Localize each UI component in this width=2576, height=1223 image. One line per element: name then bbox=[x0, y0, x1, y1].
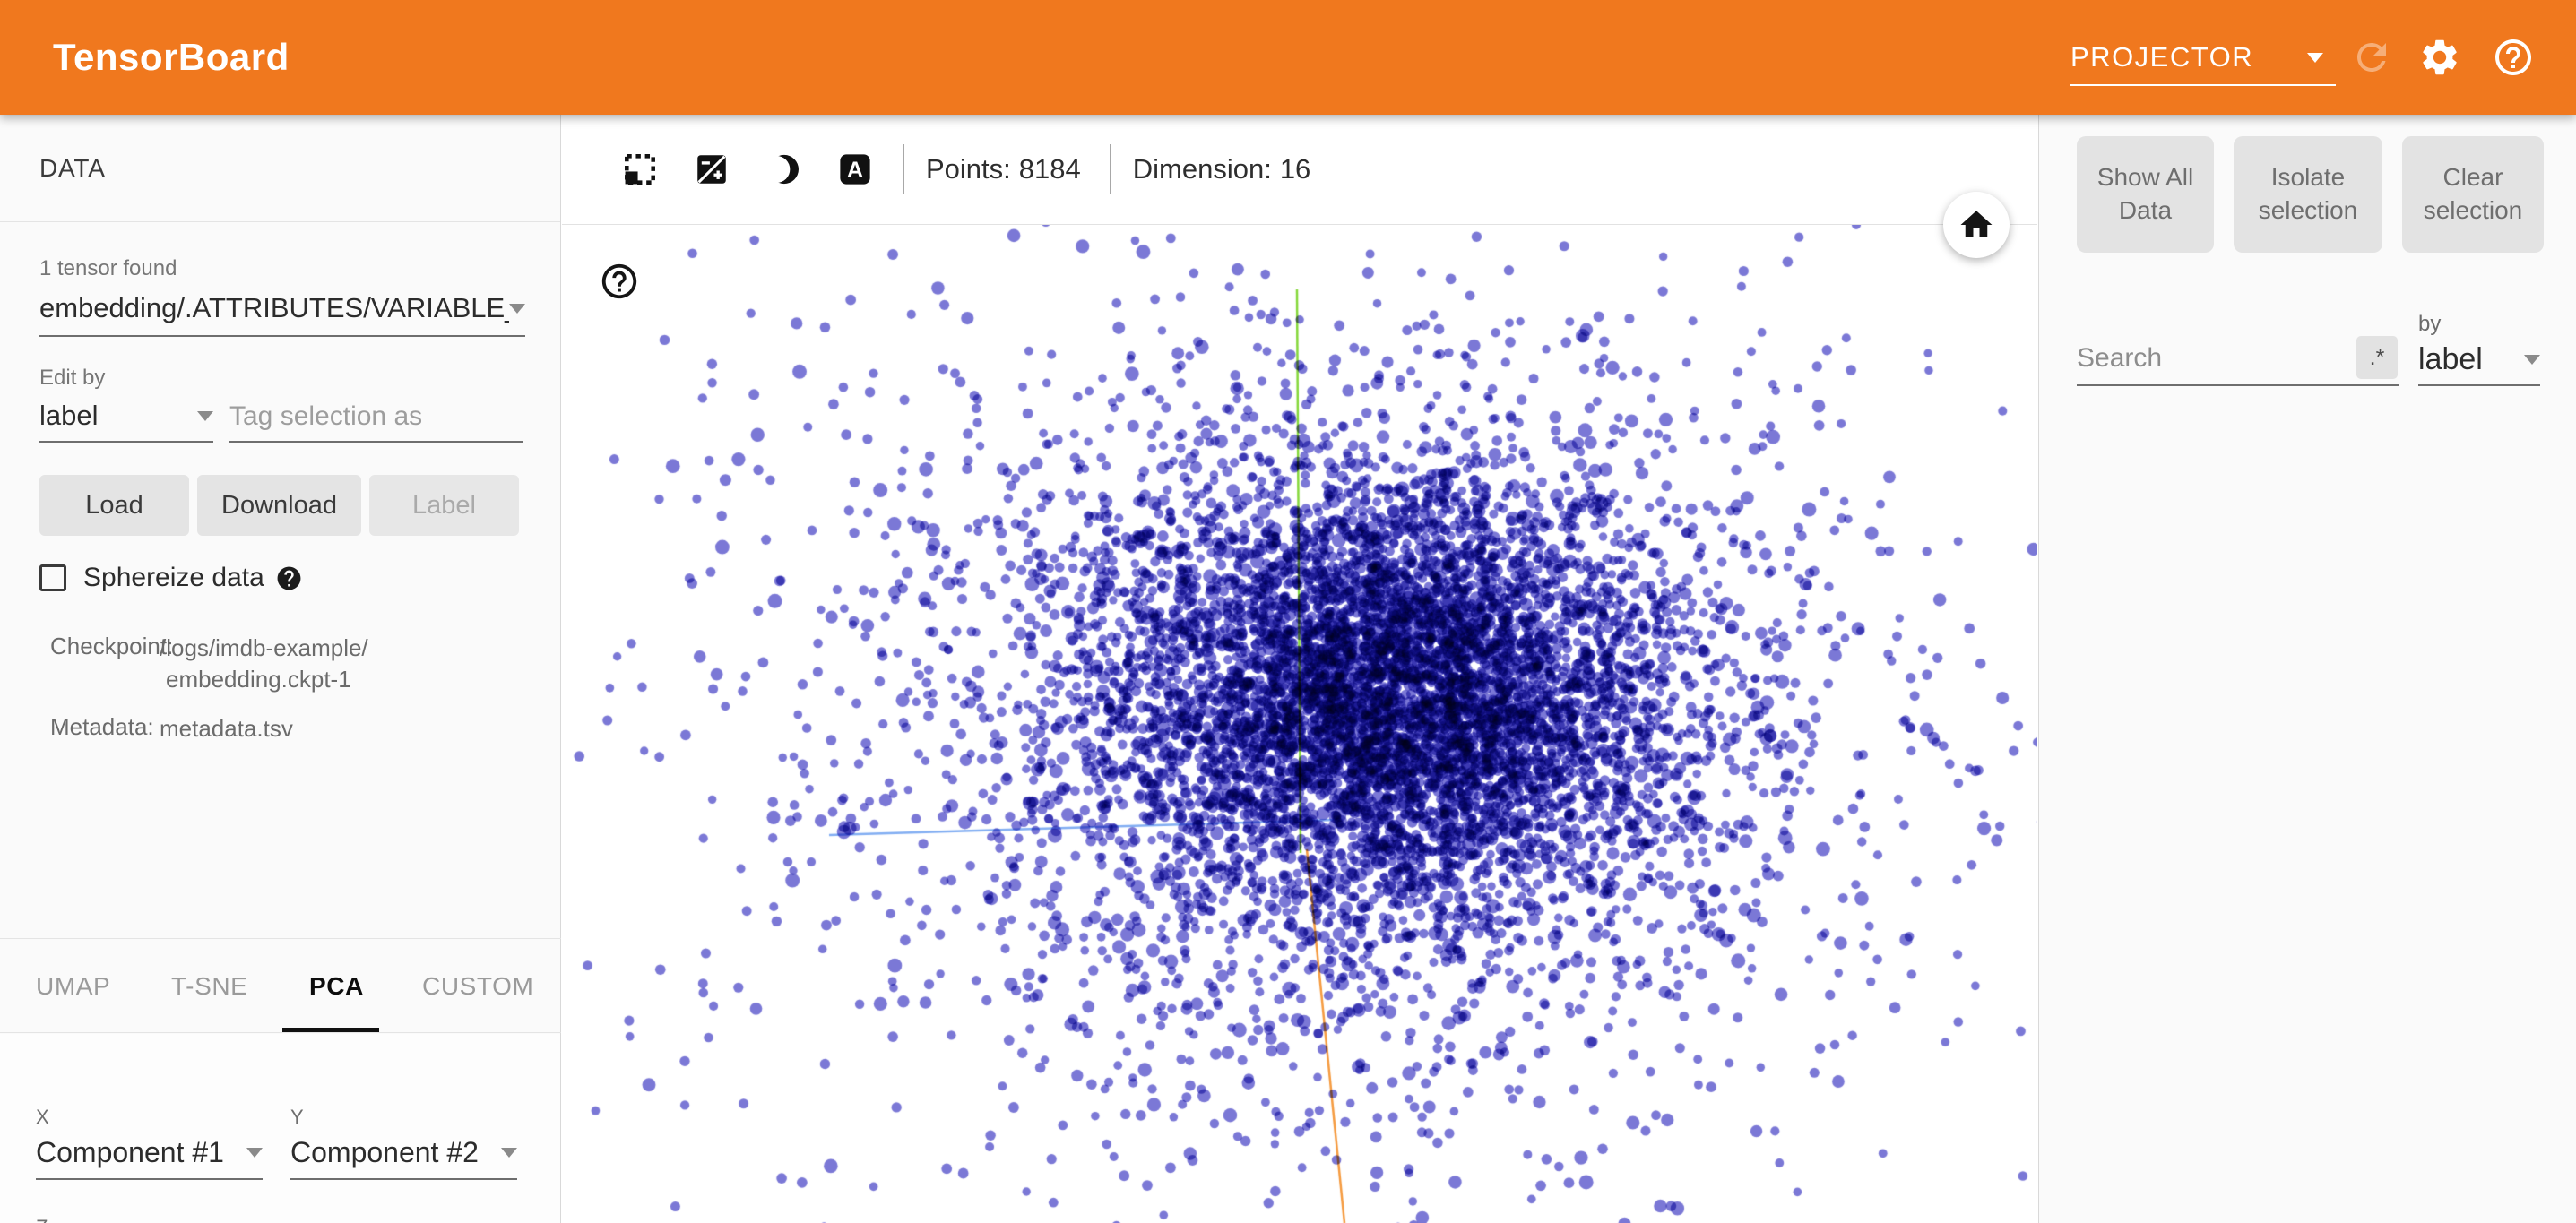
data-panel-title: DATA bbox=[39, 153, 106, 182]
tab-umap[interactable]: UMAP bbox=[36, 939, 110, 1034]
projection-tabs: UMAP T-SNE PCA CUSTOM bbox=[0, 938, 561, 1033]
toolbar-divider bbox=[903, 144, 904, 194]
home-button[interactable] bbox=[1943, 192, 2010, 258]
stage-toolbar: A Points: 8184 Dimension: 16 bbox=[562, 115, 2037, 225]
load-button[interactable]: Load bbox=[39, 475, 189, 536]
label-button[interactable]: Label bbox=[369, 475, 519, 536]
projection-stage bbox=[562, 192, 2037, 1223]
metadata-label: Metadata: bbox=[50, 713, 154, 741]
tensor-count-label: 1 tensor found bbox=[39, 256, 177, 280]
metadata-row: Metadata: metadata.tsv bbox=[39, 713, 521, 745]
download-button[interactable]: Download bbox=[197, 475, 361, 536]
pca-controls: X Component #1 Y Component #2 Z bbox=[0, 1034, 560, 1223]
clear-selection-button[interactable]: Clear selection bbox=[2402, 136, 2544, 253]
app-header: TensorBoard PROJECTOR bbox=[0, 0, 2576, 115]
checkpoint-label: Checkpoint: bbox=[50, 633, 174, 659]
points-stat: Points: 8184 bbox=[926, 153, 1081, 185]
pca-y-label: Y bbox=[290, 1106, 304, 1128]
tab-custom[interactable]: CUSTOM bbox=[422, 939, 533, 1034]
dimension-value: 16 bbox=[1279, 153, 1311, 185]
tab-tsne[interactable]: T-SNE bbox=[171, 939, 247, 1034]
search-field: .* bbox=[2077, 336, 2399, 386]
regex-toggle[interactable]: .* bbox=[2356, 336, 2398, 379]
pca-y-value: Component #2 bbox=[290, 1136, 479, 1168]
tensor-select-value: embedding/.ATTRIBUTES/VARIABLE_ bbox=[39, 292, 509, 323]
night-mode-icon[interactable] bbox=[763, 151, 802, 188]
chevron-down-icon bbox=[509, 303, 525, 314]
help-icon[interactable] bbox=[2492, 36, 2535, 79]
sphereize-help-icon[interactable] bbox=[275, 564, 303, 592]
checkpoint-row: Checkpoint: /logs/imdb-example/ embeddin… bbox=[39, 633, 521, 695]
edit-by-select[interactable]: label bbox=[39, 400, 213, 443]
tag-selection-input[interactable] bbox=[229, 401, 523, 443]
pca-x-label: X bbox=[36, 1106, 49, 1128]
data-panel-header: DATA bbox=[0, 115, 560, 222]
settings-gear-icon[interactable] bbox=[2418, 36, 2461, 79]
exposure-icon[interactable] bbox=[693, 151, 730, 188]
data-panel: DATA 1 tensor found embedding/.ATTRIBUTE… bbox=[0, 115, 561, 1223]
search-input[interactable] bbox=[2077, 343, 2346, 384]
pca-x-value: Component #1 bbox=[36, 1136, 224, 1168]
metadata-value: metadata.tsv bbox=[160, 715, 293, 743]
tensor-select[interactable]: embedding/.ATTRIBUTES/VARIABLE_ bbox=[39, 292, 525, 337]
home-icon bbox=[1960, 211, 1993, 237]
edit-by-value: label bbox=[39, 400, 99, 431]
app-title: TensorBoard bbox=[53, 36, 290, 78]
search-by-select[interactable]: label bbox=[2418, 342, 2540, 386]
edit-by-label: Edit by bbox=[39, 366, 106, 390]
dashboard-selector-value: PROJECTOR bbox=[2070, 41, 2254, 73]
search-by-label: by bbox=[2418, 312, 2442, 336]
dashboard-selector[interactable]: PROJECTOR bbox=[2070, 30, 2336, 86]
active-tab-indicator bbox=[282, 1028, 379, 1032]
chevron-down-icon bbox=[246, 1148, 263, 1158]
points-label: Points: bbox=[926, 153, 1011, 185]
chevron-down-icon bbox=[2524, 355, 2540, 365]
search-by-value: label bbox=[2418, 342, 2483, 376]
chevron-down-icon bbox=[197, 410, 213, 421]
reload-icon[interactable] bbox=[2350, 36, 2393, 79]
toolbar-divider bbox=[1109, 144, 1111, 194]
dimension-stat: Dimension: 16 bbox=[1133, 153, 1311, 185]
embedding-scatter-canvas[interactable] bbox=[562, 225, 2037, 1223]
sphereize-checkbox[interactable] bbox=[39, 564, 66, 591]
box-select-icon[interactable] bbox=[621, 151, 659, 188]
pca-y-select[interactable]: Component #2 bbox=[290, 1136, 517, 1180]
points-value: 8184 bbox=[1018, 153, 1081, 185]
pca-z-label: Z bbox=[36, 1216, 560, 1223]
tab-pca[interactable]: PCA bbox=[309, 939, 364, 1034]
checkpoint-path-line2: embedding.ckpt-1 bbox=[166, 666, 351, 693]
isolate-selection-button[interactable]: Isolate selection bbox=[2234, 136, 2382, 253]
checkpoint-path-line1: /logs/imdb-example/ bbox=[160, 634, 368, 661]
dimension-label: Dimension: bbox=[1132, 153, 1272, 185]
sphereize-label: Sphereize data bbox=[83, 563, 264, 592]
chevron-down-icon bbox=[2307, 52, 2323, 63]
pca-x-select[interactable]: Component #1 bbox=[36, 1136, 263, 1180]
inspector-panel: Show All Data Isolate selection Clear se… bbox=[2038, 115, 2576, 1223]
show-all-data-button[interactable]: Show All Data bbox=[2077, 136, 2214, 253]
chevron-down-icon bbox=[501, 1148, 517, 1158]
label-mode-icon[interactable]: A bbox=[836, 151, 874, 188]
help-outline-icon[interactable] bbox=[599, 261, 640, 302]
svg-text:A: A bbox=[847, 158, 863, 183]
